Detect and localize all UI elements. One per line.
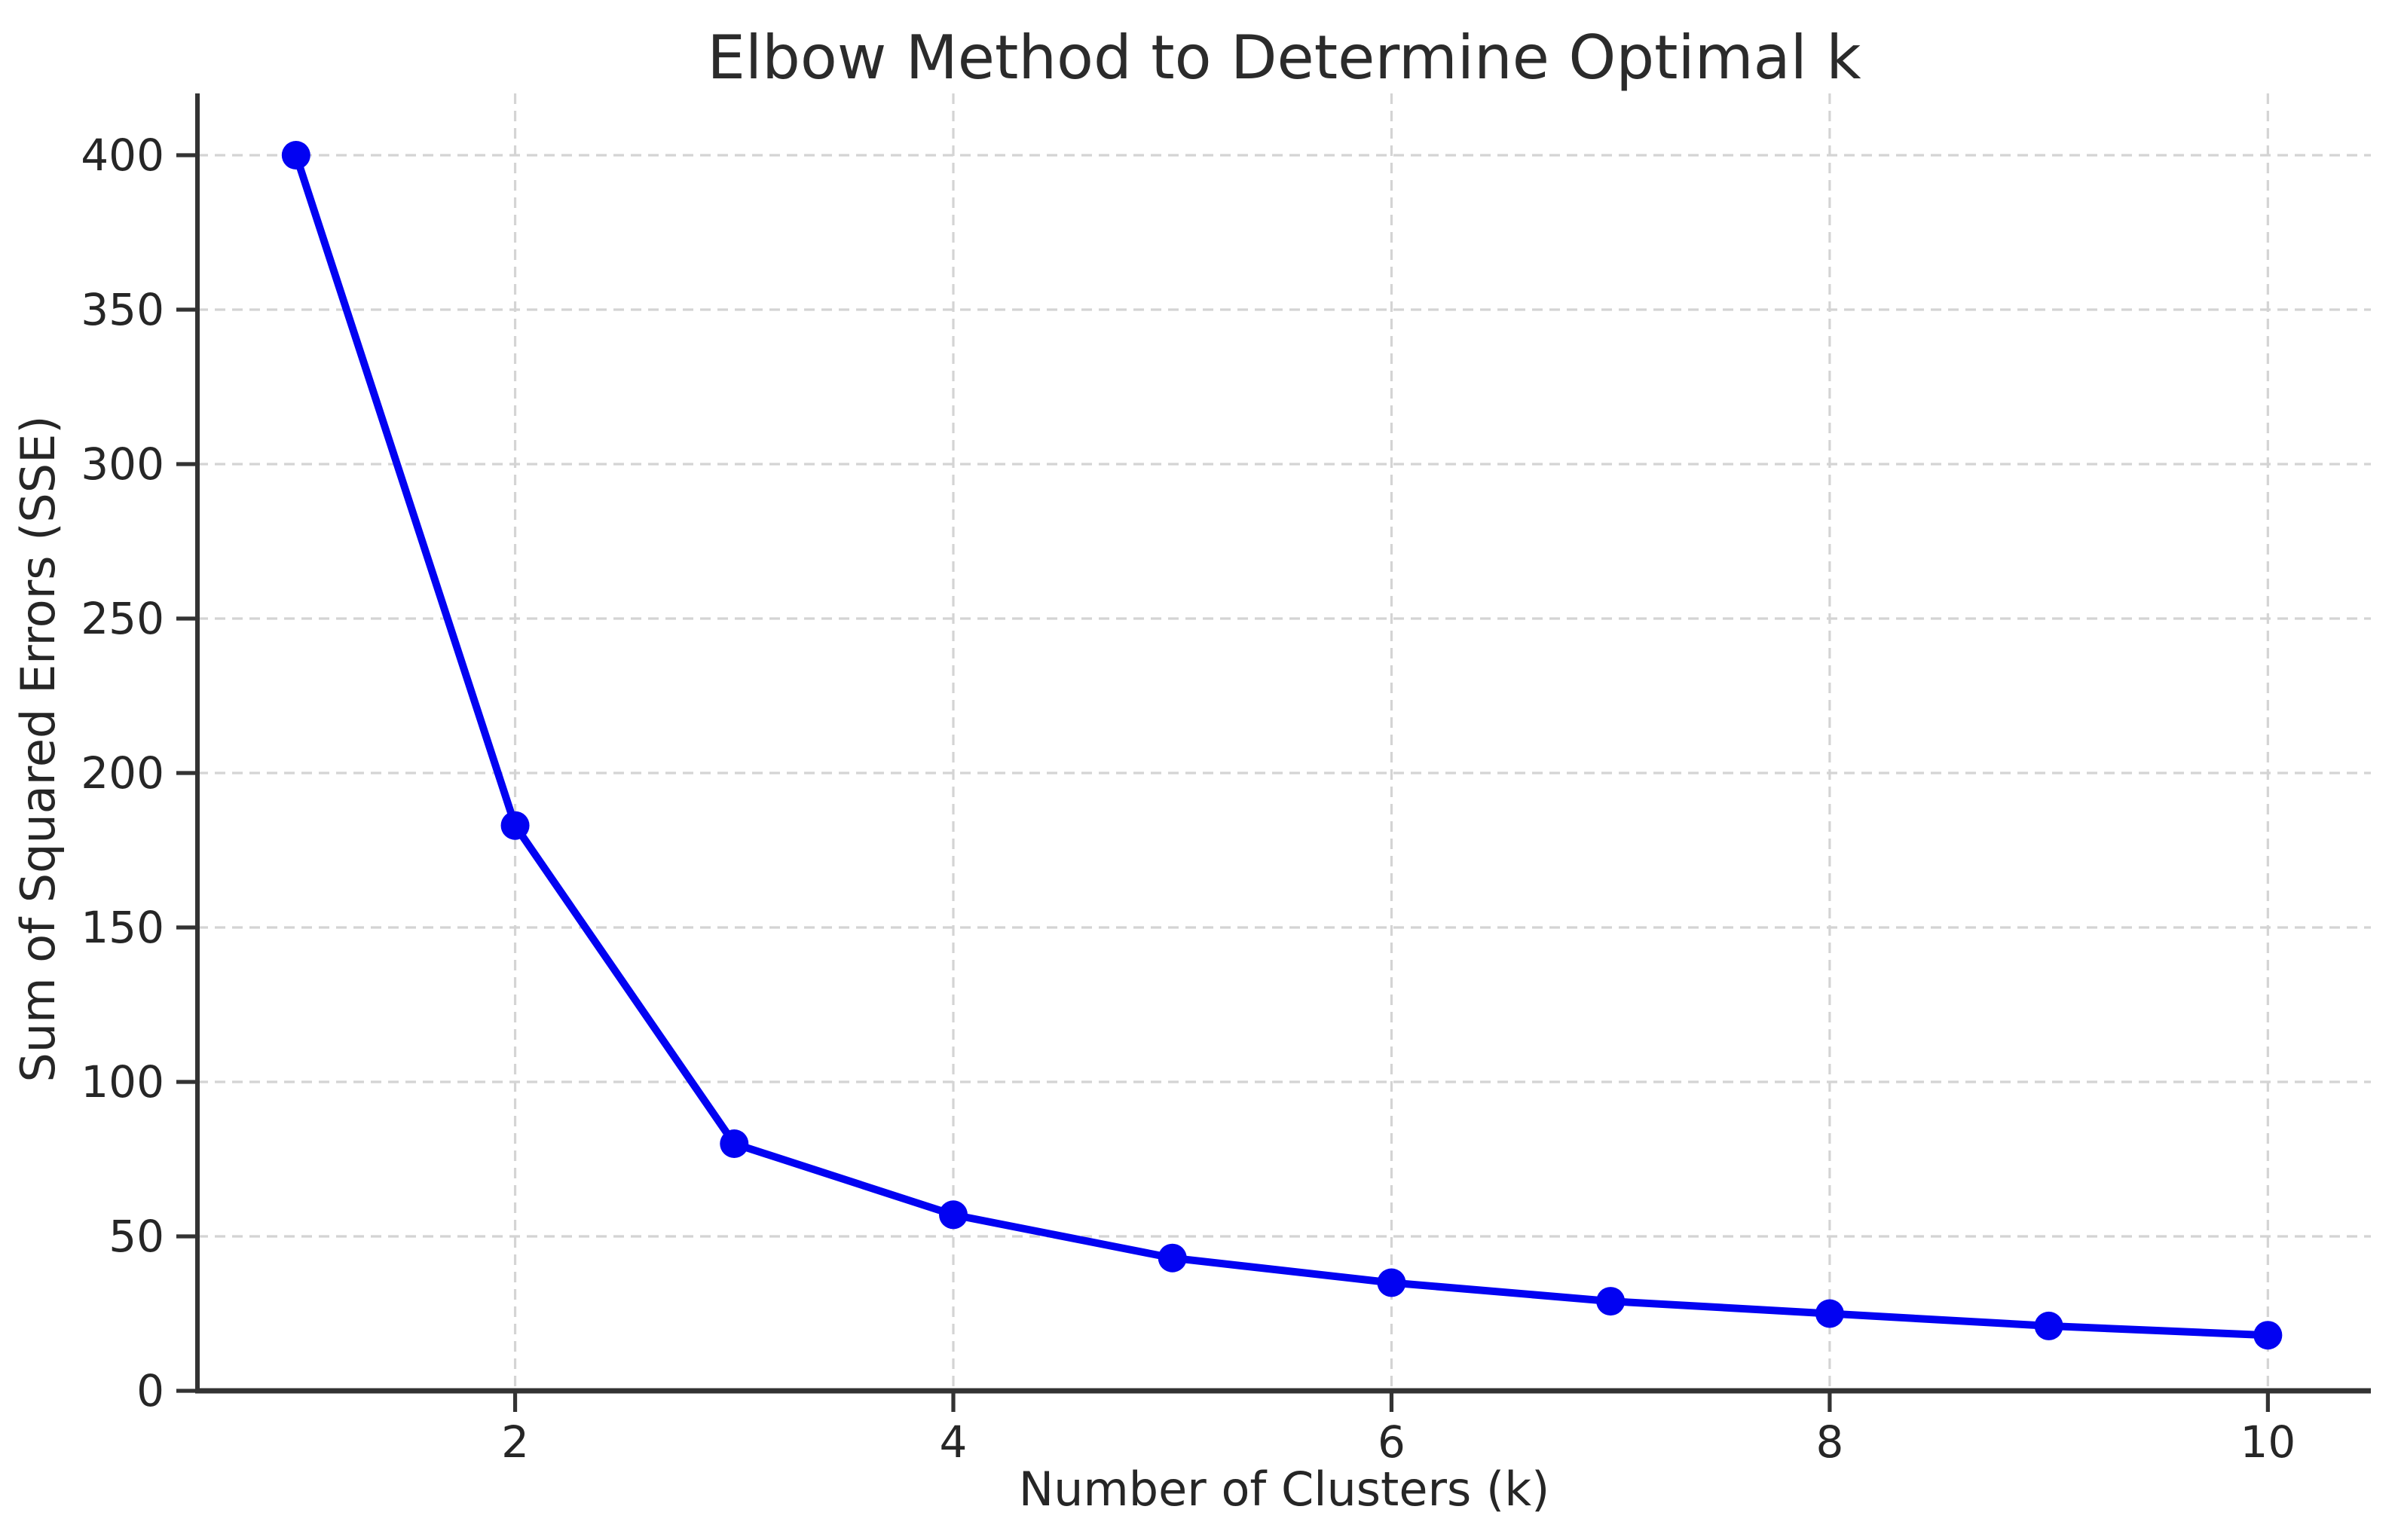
chart-title: Elbow Method to Determine Optimal k xyxy=(707,23,1861,93)
x-tick-label-4: 4 xyxy=(940,1416,968,1468)
y-tick-label-350: 350 xyxy=(81,284,164,335)
data-point-k2 xyxy=(500,811,530,840)
x-axis-label: Number of Clusters (k) xyxy=(1019,1462,1550,1517)
x-tick-label-10: 10 xyxy=(2240,1416,2295,1468)
y-tick-label-400: 400 xyxy=(81,130,164,181)
x-tick-label-6: 6 xyxy=(1378,1416,1405,1468)
y-tick-label-200: 200 xyxy=(81,747,164,799)
data-point-k1 xyxy=(281,141,310,170)
data-point-k4 xyxy=(939,1200,968,1230)
grid-layer xyxy=(197,93,2371,1392)
data-point-k6 xyxy=(1377,1268,1406,1297)
data-point-k8 xyxy=(1815,1299,1844,1328)
data-point-k10 xyxy=(2253,1321,2283,1350)
data-point-k7 xyxy=(1596,1287,1626,1316)
y-tick-label-100: 100 xyxy=(81,1056,164,1108)
x-tick-label-8: 8 xyxy=(1815,1416,1843,1468)
y-tick-label-150: 150 xyxy=(81,902,164,953)
y-axis-label: Sum of Squared Errors (SSE) xyxy=(11,416,66,1083)
sse-series xyxy=(281,141,2283,1350)
y-tick-label-250: 250 xyxy=(81,593,164,644)
x-tick-label-2: 2 xyxy=(501,1416,529,1468)
data-point-k5 xyxy=(1158,1243,1187,1273)
sse-line xyxy=(292,151,2272,1340)
y-tick-label-50: 50 xyxy=(109,1211,164,1262)
data-point-k3 xyxy=(720,1129,749,1158)
y-tick-label-0: 0 xyxy=(136,1365,164,1416)
data-point-k9 xyxy=(2034,1311,2063,1340)
y-tick-label-300: 300 xyxy=(81,438,164,490)
